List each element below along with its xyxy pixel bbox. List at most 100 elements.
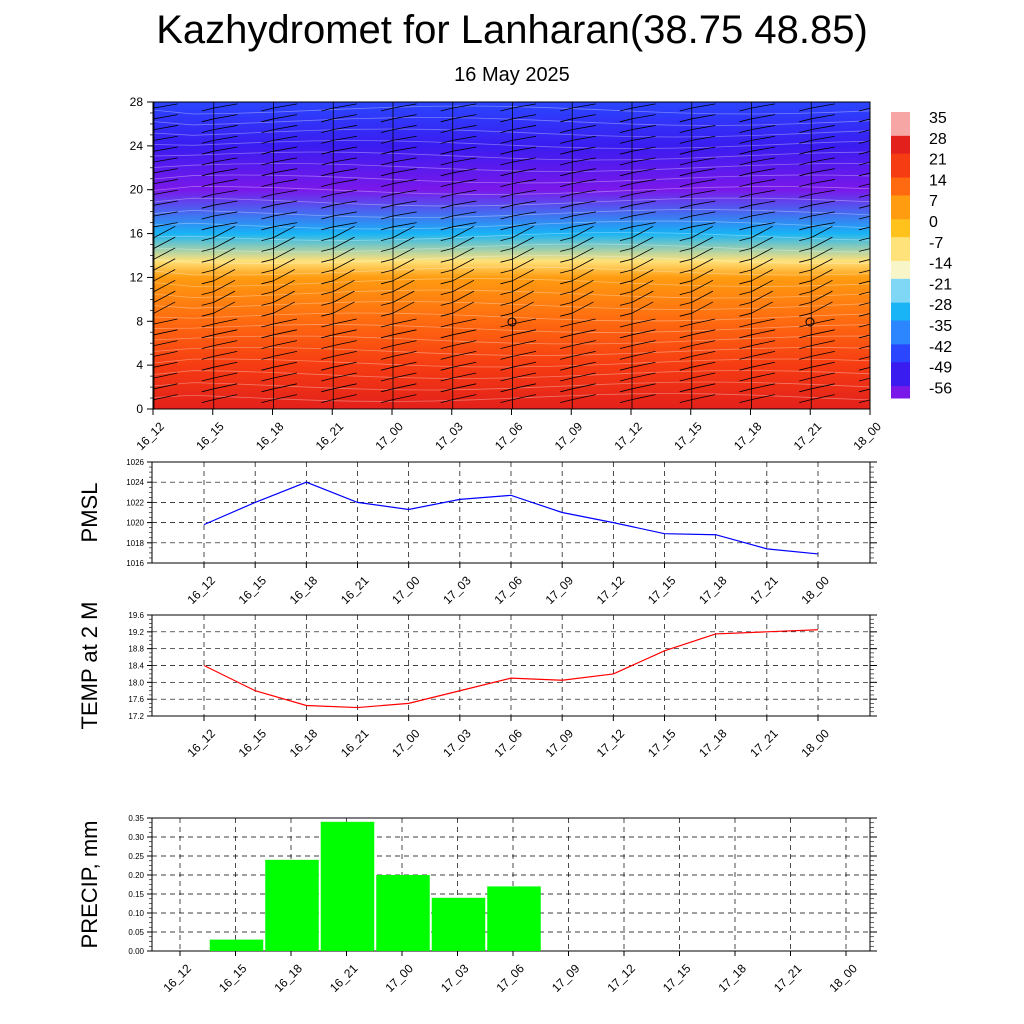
colorbar-tick-label: -21 bbox=[929, 276, 952, 293]
wind-barb-flag bbox=[321, 150, 334, 155]
wind-barb-flag bbox=[858, 183, 870, 187]
wind-barb bbox=[751, 329, 776, 336]
wind-barb-flag bbox=[380, 302, 394, 306]
wind-barb-flag bbox=[679, 129, 692, 133]
wind-barb-flag bbox=[261, 183, 274, 187]
wind-barb bbox=[452, 372, 477, 379]
wind-barb-flag bbox=[261, 107, 274, 112]
wind-barb-flag bbox=[321, 118, 334, 123]
wind-barb bbox=[153, 351, 178, 357]
wind-barb-flag bbox=[679, 194, 692, 198]
wind-barb-flag bbox=[380, 161, 394, 166]
wind-barb bbox=[452, 247, 475, 260]
y-tick-label: 1020 bbox=[126, 519, 144, 528]
wind-barb-flag bbox=[321, 302, 334, 306]
heatmap-x-tick-label: 17_18 bbox=[731, 419, 765, 453]
wind-barb-flag bbox=[153, 312, 155, 314]
wind-barb-flag bbox=[440, 388, 453, 393]
y-tick-label: 0.35 bbox=[128, 814, 144, 823]
wind-barb-flag bbox=[739, 172, 752, 177]
wind-barb-flag bbox=[500, 194, 513, 198]
y-tick-label: 0.15 bbox=[128, 890, 144, 899]
wind-barb bbox=[811, 258, 833, 271]
heatmap-x-tick-label: 17_00 bbox=[372, 419, 406, 453]
heatmap-panel: 0 4 8 12 16 20 24 28 16_12 16_15 16_18 16_21 17_00 17… bbox=[130, 95, 894, 453]
wind-barb-flag bbox=[619, 323, 633, 328]
colorbar-swatch bbox=[891, 129, 910, 137]
wind-barb-flag bbox=[153, 366, 155, 368]
chart-date: 16 May 2025 bbox=[454, 64, 570, 86]
wind-barb-flag bbox=[560, 345, 573, 349]
colorbar-swatch bbox=[891, 296, 910, 304]
wind-barb bbox=[811, 146, 835, 152]
wind-barb bbox=[751, 383, 776, 390]
calm-wind-marker bbox=[507, 317, 517, 327]
wind-barb-flag bbox=[679, 399, 692, 403]
wind-barb-flag bbox=[858, 399, 870, 403]
contour-line bbox=[153, 266, 870, 276]
wind-barb bbox=[273, 383, 298, 390]
wind-barb bbox=[273, 146, 298, 152]
x-tick-label: 17_03 bbox=[438, 961, 472, 995]
wind-barb-flag bbox=[679, 388, 692, 393]
colorbar-swatch bbox=[891, 290, 910, 298]
wind-barb-flag bbox=[858, 107, 870, 112]
wind-barb bbox=[512, 383, 537, 390]
heatmap-x-tick-label: 17_03 bbox=[432, 419, 466, 453]
wind-barb-flag bbox=[619, 161, 633, 166]
wind-barb-flag bbox=[799, 215, 812, 220]
wind-barb bbox=[333, 125, 357, 130]
colorbar-swatch bbox=[891, 255, 910, 262]
wind-barb-flag bbox=[560, 258, 573, 263]
wind-barb bbox=[452, 125, 477, 130]
colorbar-tick-label: -14 bbox=[929, 256, 952, 273]
wind-barb bbox=[213, 211, 238, 217]
contour-line bbox=[153, 140, 870, 149]
wind-barb-flag bbox=[440, 248, 453, 252]
wind-barb-flag bbox=[440, 140, 453, 144]
wind-barb bbox=[572, 236, 594, 249]
wind-barb bbox=[811, 318, 835, 325]
wind-barb-flag bbox=[858, 388, 870, 393]
wind-barb bbox=[751, 361, 776, 368]
wind-barb-flag bbox=[321, 204, 334, 209]
wind-barb-flag bbox=[153, 248, 155, 250]
wind-barb-flag bbox=[858, 280, 870, 285]
y-tick-label: 0.05 bbox=[128, 928, 144, 937]
wind-barb bbox=[392, 146, 417, 152]
wind-barb bbox=[691, 157, 716, 163]
wind-barb-flag bbox=[799, 345, 812, 349]
wind-barb-flag bbox=[619, 302, 633, 306]
heatmap-field bbox=[153, 102, 870, 409]
wind-barb bbox=[213, 146, 238, 152]
wind-barb-flag bbox=[858, 151, 870, 155]
wind-barb-flag bbox=[799, 204, 812, 209]
wind-barb bbox=[572, 225, 594, 238]
wind-barb-flag bbox=[440, 334, 453, 339]
x-tick-label: 17_06 bbox=[491, 726, 525, 760]
wind-barb bbox=[333, 361, 357, 368]
colorbar-tick-label: 14 bbox=[929, 172, 947, 189]
wind-barb-flag bbox=[153, 107, 155, 109]
wind-barb bbox=[811, 189, 835, 195]
wind-barb-flag bbox=[440, 280, 453, 285]
wind-barb bbox=[392, 247, 415, 260]
wind-barb bbox=[333, 114, 357, 120]
colorbar-swatch bbox=[891, 213, 910, 220]
wind-barb bbox=[751, 301, 773, 314]
wind-barb bbox=[273, 318, 298, 325]
x-tick-label: 18_00 bbox=[798, 726, 832, 760]
wind-barb-flag bbox=[858, 302, 870, 306]
wind-barb-flag bbox=[739, 107, 752, 112]
wind-barb-flag bbox=[261, 280, 274, 285]
wind-barb-flag bbox=[619, 366, 633, 371]
wind-barb bbox=[153, 103, 178, 109]
y-tick-label: 1026 bbox=[126, 458, 144, 467]
wind-barb bbox=[871, 384, 894, 389]
wind-barb bbox=[512, 361, 537, 368]
wind-barb-flag bbox=[153, 377, 155, 379]
wind-barb-flag bbox=[261, 129, 274, 133]
wind-barb bbox=[392, 258, 415, 271]
colorbar-tick-label: 35 bbox=[929, 110, 947, 127]
wind-barb bbox=[273, 351, 298, 357]
